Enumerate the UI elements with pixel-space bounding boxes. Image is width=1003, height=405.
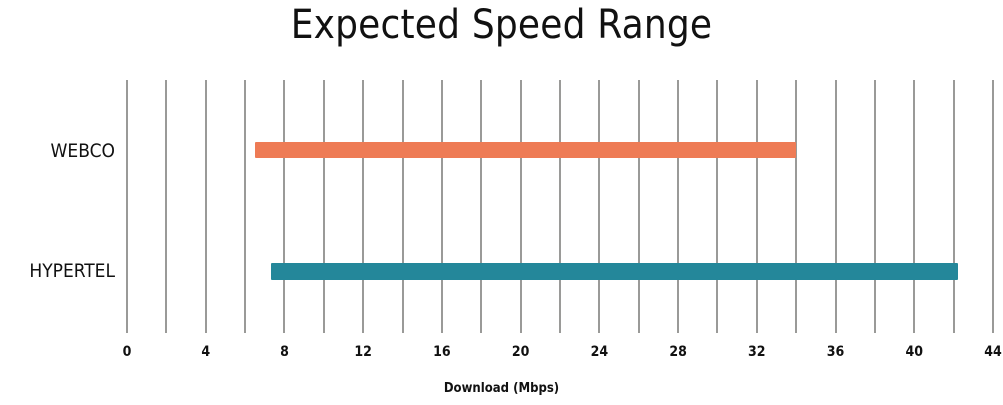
gridline-0 xyxy=(126,80,128,333)
gridline-32 xyxy=(755,80,758,333)
x-tick-label-20: 20 xyxy=(511,344,530,360)
x-tick-label-16: 16 xyxy=(433,344,451,360)
gridline-42 xyxy=(952,80,955,333)
y-axis-category-labels: WEBCO HYPERTEL xyxy=(0,80,115,333)
gridline-10 xyxy=(322,80,325,333)
x-tick-label-28: 28 xyxy=(669,344,687,360)
gridline-14 xyxy=(401,80,404,333)
gridline-22 xyxy=(559,80,561,333)
x-tick-label-36: 36 xyxy=(826,344,845,360)
gridline-30 xyxy=(716,80,719,333)
gridline-12 xyxy=(362,80,365,333)
x-axis-tick-labels: 0 4 8 12 16 20 24 28 32 36 40 44 xyxy=(123,344,1002,364)
gridline-20 xyxy=(519,80,522,333)
gridline-24 xyxy=(598,80,601,333)
gridline-26 xyxy=(637,80,640,333)
gridline-16 xyxy=(440,80,443,333)
gridline-18 xyxy=(480,80,483,333)
gridline-8 xyxy=(283,80,286,333)
gridline-44 xyxy=(992,80,994,333)
x-axis-title: Download (Mbps) xyxy=(443,381,560,396)
category-label-hypertel: HYPERTEL xyxy=(29,260,115,282)
x-tick-label-32: 32 xyxy=(748,344,766,360)
x-tick-label-4: 4 xyxy=(201,344,211,360)
category-label-webco: WEBCO xyxy=(50,140,116,162)
gridline-40 xyxy=(913,80,916,333)
x-tick-label-24: 24 xyxy=(590,344,609,360)
gridline-34 xyxy=(795,80,798,333)
x-tick-label-8: 8 xyxy=(280,344,289,360)
gridline-28 xyxy=(677,80,680,333)
x-tick-label-0: 0 xyxy=(122,344,132,360)
x-tick-label-40: 40 xyxy=(905,344,924,360)
x-tick-label-12: 12 xyxy=(354,344,372,360)
gridline-38 xyxy=(873,80,876,333)
chart-title: Expected Speed Range xyxy=(290,2,713,48)
plot-area-gridlines xyxy=(126,80,994,333)
gridline-6 xyxy=(244,80,247,333)
gridline-36 xyxy=(834,80,837,333)
gridline-2 xyxy=(165,80,168,333)
x-tick-label-44: 44 xyxy=(984,344,1002,360)
gridline-4 xyxy=(204,80,207,333)
